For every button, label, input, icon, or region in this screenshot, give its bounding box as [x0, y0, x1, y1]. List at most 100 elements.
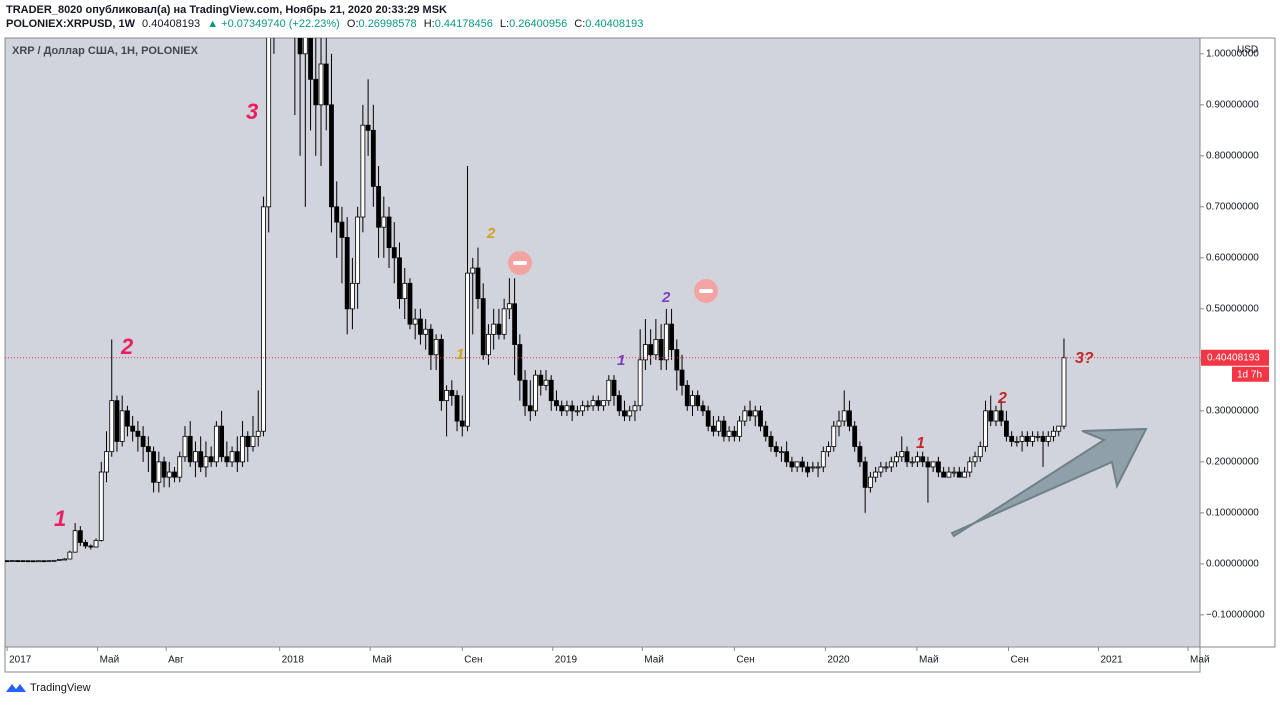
candle-body [433, 339, 439, 356]
candle-body [737, 420, 742, 437]
y-tick-label: 0.60000000 [1206, 252, 1259, 263]
candle-body [983, 410, 988, 447]
candle-body [752, 410, 758, 417]
candle-body [187, 435, 193, 463]
candle-body [543, 379, 549, 386]
candle-body [810, 466, 816, 469]
candle-body [1004, 420, 1009, 437]
candle-body [104, 451, 109, 473]
candle-body [784, 451, 790, 463]
candle-body [883, 466, 889, 469]
candle-body [1014, 441, 1020, 443]
candle-body [323, 63, 329, 106]
candle-body [548, 379, 554, 402]
candle-body [46, 560, 52, 563]
candle-body [334, 206, 340, 223]
annotation: 1 [617, 352, 625, 369]
x-tick-label: 2018 [282, 655, 305, 666]
candle-body [711, 425, 716, 432]
time-axis [4, 646, 1201, 673]
x-tick-label: 2019 [555, 655, 578, 666]
candle-body [360, 124, 366, 218]
y-tick-label: 0.80000000 [1206, 150, 1259, 161]
candle-body [72, 530, 78, 553]
candle-body [208, 456, 214, 463]
candle-body [1024, 435, 1030, 442]
candle-body [402, 282, 408, 300]
x-tick-label: Май [372, 655, 392, 666]
annotation: 3 [246, 99, 258, 124]
candle-body [318, 63, 324, 106]
candle-body [261, 206, 266, 432]
candle-body [98, 471, 104, 541]
x-tick-label: 2020 [827, 655, 850, 666]
candle-body [9, 560, 15, 562]
candle-body [224, 456, 230, 463]
candle-body [501, 308, 507, 335]
candle-body [988, 410, 994, 422]
ohlc-key: C: [574, 18, 585, 30]
candle-body [5, 560, 10, 563]
candle-body [355, 216, 361, 284]
annotation: 1 [54, 506, 66, 531]
candle-body [465, 272, 470, 427]
candle-body [297, 38, 303, 55]
candle-body [789, 461, 795, 468]
candle-body [1051, 430, 1056, 437]
symbol: POLONIEX:XRPUSD, 1W [6, 18, 136, 30]
x-tick-label: Авг [168, 655, 184, 666]
candle-body [904, 451, 910, 463]
price-axis [1199, 37, 1276, 648]
plot-area [4, 37, 1201, 648]
candle-body [423, 328, 429, 335]
candle-body [491, 323, 497, 335]
candle-body [951, 471, 957, 474]
ohlc-key: H: [424, 18, 435, 30]
candle-body [475, 267, 481, 300]
candle-body [684, 384, 690, 407]
candle-body [1045, 435, 1051, 442]
candle-body [41, 560, 47, 563]
candle-body [690, 395, 695, 407]
candle-body [30, 560, 36, 563]
candle-body [533, 374, 538, 412]
candle-body [20, 560, 26, 563]
annotation: 2 [997, 390, 1007, 407]
arrow [950, 427, 1148, 538]
candle-body [993, 410, 999, 422]
candle-body [894, 456, 899, 463]
candle-body [653, 339, 659, 356]
candle-body [145, 446, 151, 453]
x-tick-label: Май [644, 655, 664, 666]
candle-body [836, 420, 842, 427]
candle-body [962, 471, 967, 478]
candle-body [193, 451, 198, 463]
candle-body [820, 451, 826, 468]
candle-body [109, 400, 115, 453]
candle-body [721, 420, 727, 437]
candle-body [726, 430, 732, 437]
candle-body [166, 471, 172, 478]
candle-body [580, 405, 586, 412]
x-tick-label: Сен [1011, 655, 1029, 666]
candle-body [407, 282, 413, 325]
candle-body [857, 446, 863, 463]
candle-body [700, 405, 706, 412]
candle-body [574, 410, 580, 413]
candle-body [826, 446, 831, 453]
chart-title: XRP / Доллар США, 1H, POLONIEX [12, 45, 199, 57]
candle-body [428, 328, 434, 356]
candle-body [611, 379, 617, 396]
y-tick-label: 0.50000000 [1206, 303, 1259, 314]
candle-body [114, 400, 120, 442]
candle-body [669, 323, 674, 351]
candle-body [151, 451, 156, 483]
header-quote: POLONIEX:XRPUSD, 1W 0.40408193 ▲ +0.0734… [6, 18, 643, 30]
candle-body [51, 559, 57, 562]
ohlc-value: 0.26400956 [509, 18, 567, 30]
candle-body [831, 425, 837, 447]
footer: TradingView [30, 682, 91, 694]
candle-body [313, 78, 319, 106]
